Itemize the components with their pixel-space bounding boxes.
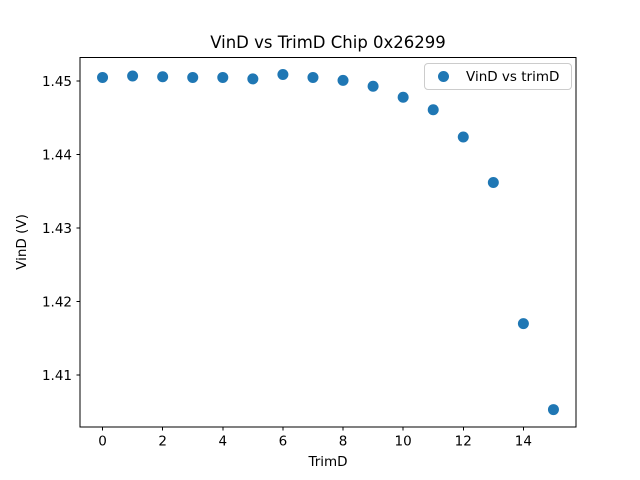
data-point (457, 131, 469, 143)
data-point (547, 404, 559, 416)
x-tick-label: 14 (515, 434, 532, 450)
x-tick-label: 12 (455, 434, 472, 450)
x-tick-label: 2 (158, 434, 167, 450)
legend: VinD vs trimD (424, 63, 572, 90)
data-point (337, 74, 349, 86)
axes-frame (79, 57, 577, 428)
legend-marker-icon (438, 71, 449, 82)
x-tick-label: 0 (98, 434, 107, 450)
x-tick-label: 8 (339, 434, 348, 450)
y-tick-label: 1.45 (42, 74, 72, 90)
y-tick-label: 1.43 (42, 221, 72, 237)
data-point (217, 71, 229, 83)
data-point (127, 70, 139, 82)
chart-title: VinD vs TrimD Chip 0x26299 (210, 33, 446, 52)
y-tick-label: 1.41 (42, 368, 72, 384)
y-tick-label: 1.44 (42, 147, 72, 163)
data-point (307, 71, 319, 83)
legend-label: VinD vs trimD (466, 68, 560, 85)
data-point (97, 71, 109, 83)
x-tick-label: 4 (218, 434, 227, 450)
x-tick-label: 10 (395, 434, 412, 450)
data-point (367, 80, 379, 92)
data-point (277, 69, 289, 81)
data-point (427, 104, 439, 116)
data-point (187, 71, 199, 83)
x-axis-label: TrimD (308, 454, 348, 470)
x-tick-label: 6 (279, 434, 288, 450)
data-point (157, 71, 169, 83)
data-point (517, 318, 529, 330)
y-axis-label: VinD (V) (14, 214, 30, 270)
y-tick-label: 1.42 (42, 294, 72, 310)
data-point (487, 177, 499, 189)
data-point (397, 91, 409, 103)
data-point (247, 73, 259, 85)
